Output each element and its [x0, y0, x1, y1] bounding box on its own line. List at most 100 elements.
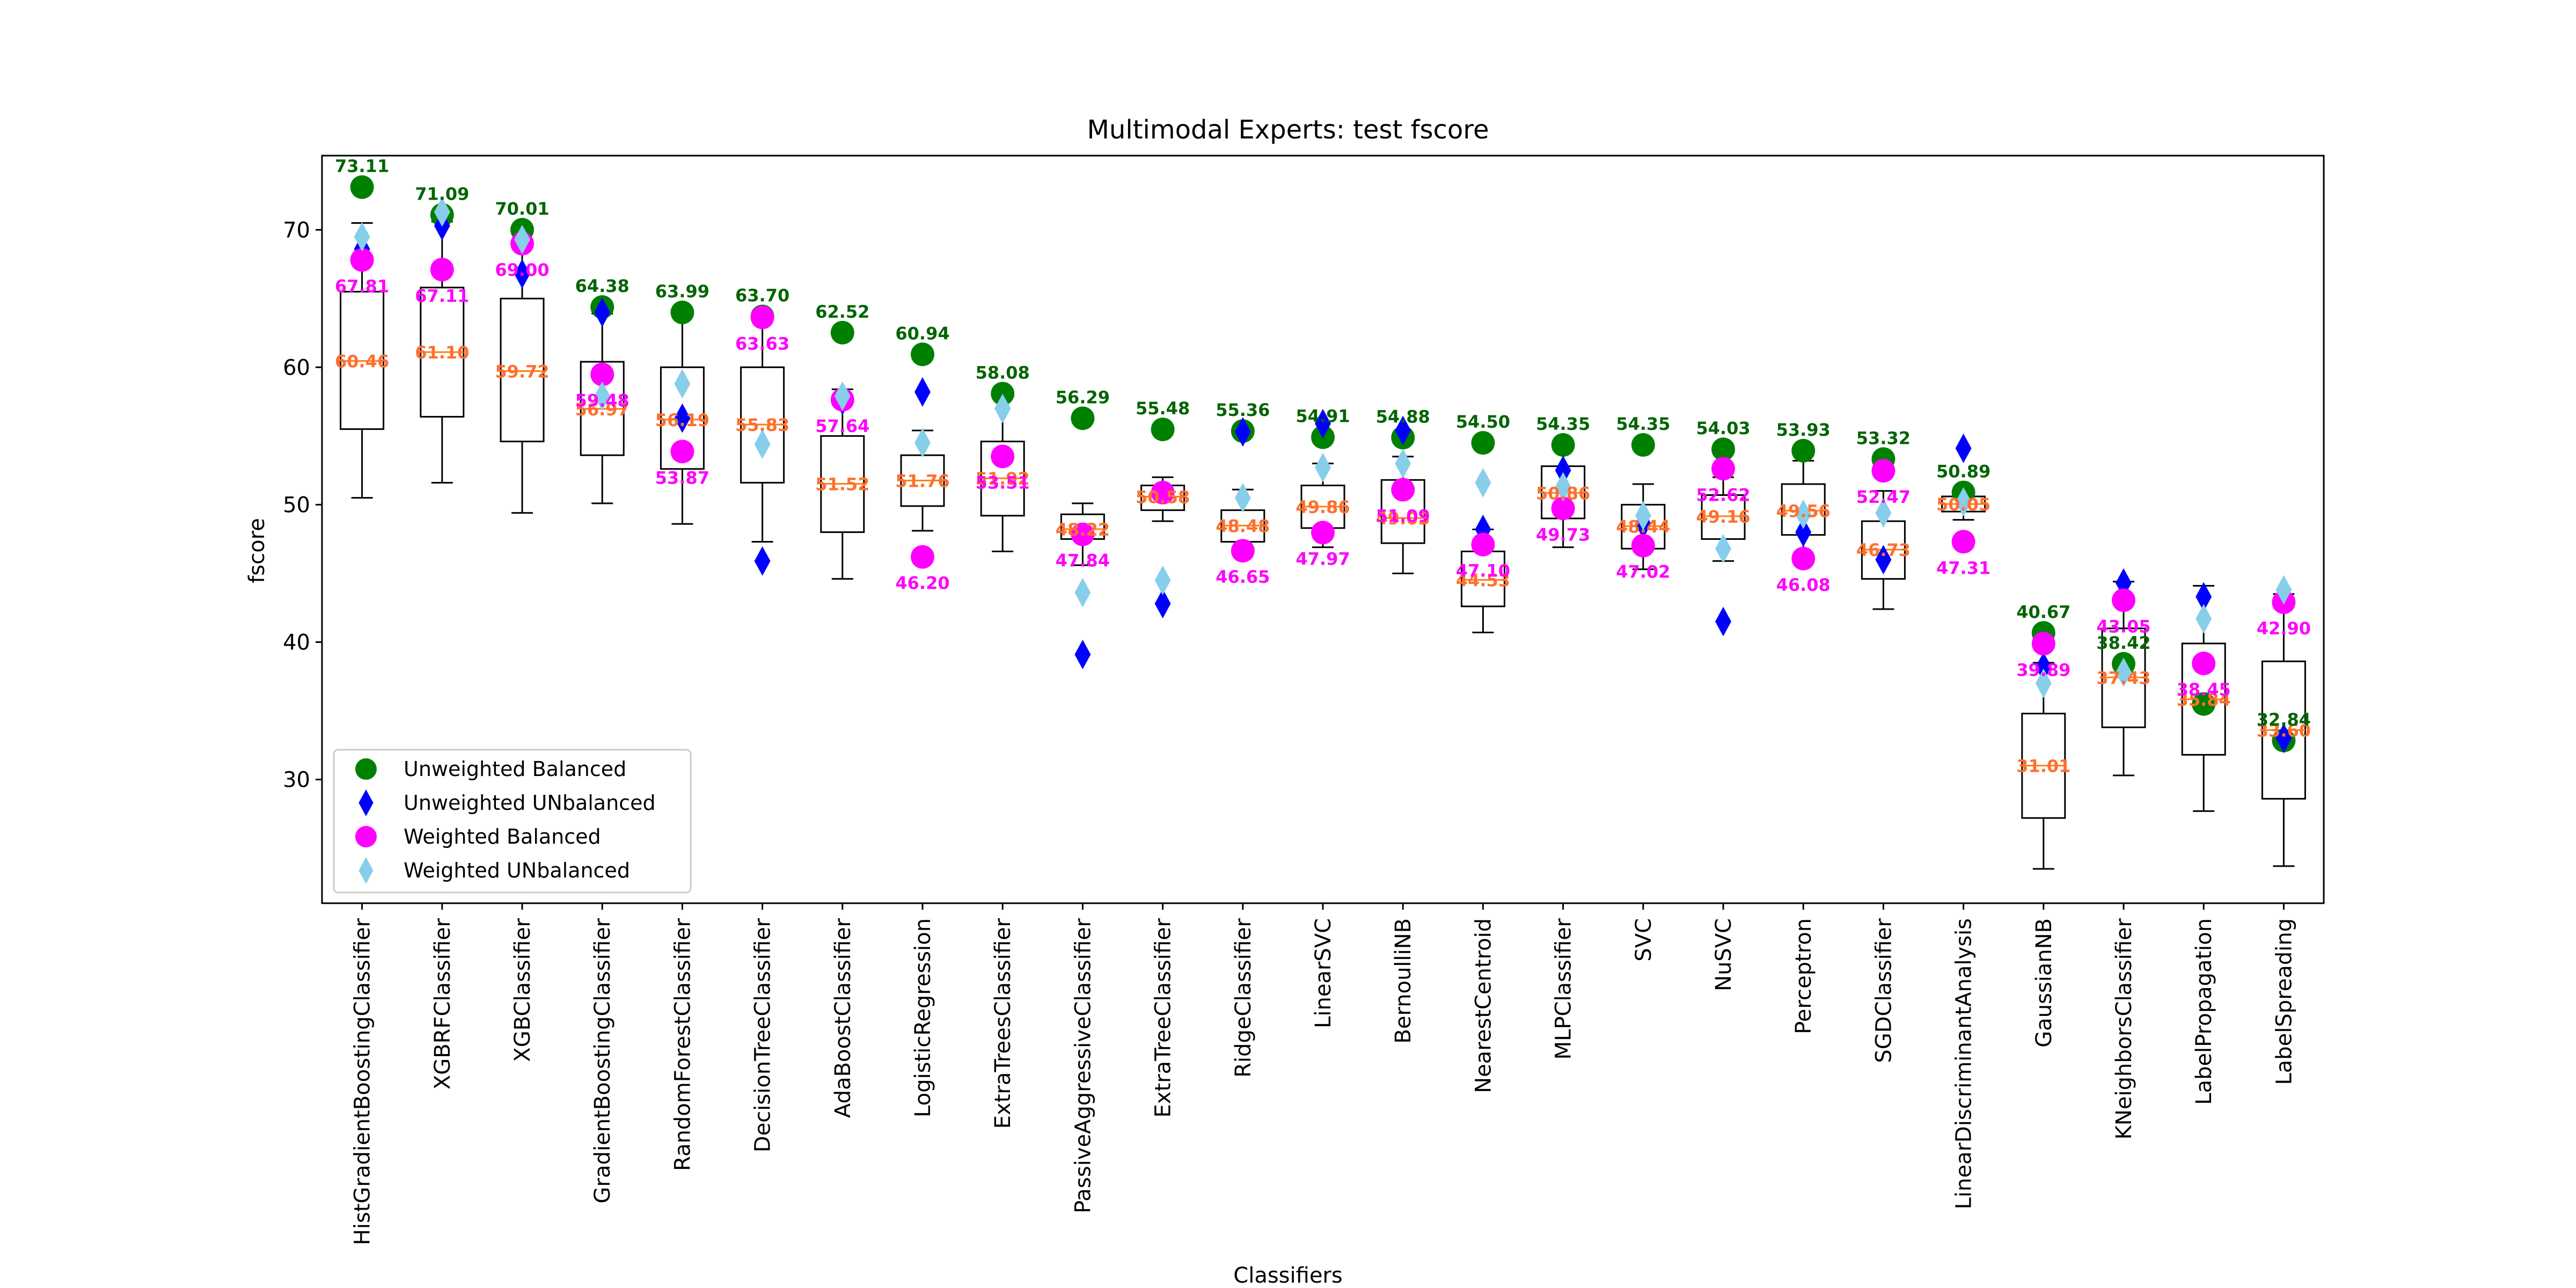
- data-point: [991, 444, 1015, 469]
- value-label: 69.00: [495, 260, 549, 280]
- data-point: [1074, 640, 1091, 670]
- data-point: [1071, 406, 1095, 430]
- value-label: 58.08: [976, 363, 1030, 383]
- value-label: 55.36: [1216, 400, 1270, 420]
- data-point: [1555, 455, 1571, 485]
- value-label: 54.35: [1536, 414, 1590, 434]
- value-label: 71.09: [415, 184, 469, 204]
- data-point: [1551, 496, 1575, 521]
- x-tick-label: SGDClassifier: [1871, 918, 1896, 1063]
- data-point: [2196, 604, 2212, 634]
- chart-title: Multimodal Experts: test fscore: [1087, 115, 1489, 145]
- x-tick-label: MLPClassifier: [1552, 918, 1576, 1059]
- data-point: [354, 222, 370, 252]
- value-label: 53.51: [976, 473, 1030, 493]
- data-point: [1071, 522, 1095, 546]
- median-label: 51.76: [895, 471, 949, 491]
- data-point: [1635, 501, 1651, 531]
- y-axis-label: fscore: [245, 518, 269, 583]
- legend-box: [333, 749, 692, 894]
- value-label: 64.38: [575, 276, 630, 296]
- x-tick-label: NuSVC: [1711, 918, 1736, 991]
- median-label: 35.84: [2177, 690, 2231, 710]
- data-point: [1555, 472, 1571, 502]
- data-point: [1711, 437, 1735, 462]
- legend: Unweighted Balanced Unweighted UNbalanced…: [333, 749, 692, 894]
- value-label: 63.99: [655, 281, 709, 302]
- value-label: 46.08: [1776, 575, 1831, 595]
- median-label: 48.48: [1216, 516, 1270, 536]
- median-label: 60.46: [335, 352, 389, 372]
- x-tick-label: XGBClassifier: [510, 918, 535, 1062]
- legend-marker: [355, 758, 377, 780]
- x-tick-label: AdaBoostClassifier: [831, 918, 855, 1118]
- data-point: [2275, 723, 2292, 753]
- value-label: 39.89: [2016, 660, 2070, 680]
- data-point: [594, 381, 611, 411]
- data-point: [754, 429, 771, 459]
- x-tick-label: DecisionTreeClassifier: [751, 918, 775, 1152]
- value-label: 55.48: [1136, 398, 1190, 419]
- data-point: [430, 258, 454, 282]
- data-point: [1955, 433, 1972, 463]
- value-label: 59.48: [575, 391, 630, 411]
- data-point: [911, 342, 934, 367]
- data-point: [1154, 565, 1171, 595]
- legend-label: Unweighted UNbalanced: [404, 791, 656, 815]
- labels-layer: 60.46 61.10 59.72 56.97 56.19 55.83 51.52 51.76…: [335, 156, 2311, 777]
- median-label: 46.73: [1856, 540, 1911, 560]
- median-label: 49.86: [1296, 497, 1350, 517]
- x-axis-label: Classifiers: [1233, 1263, 1342, 1288]
- legend-label: Weighted UNbalanced: [404, 859, 630, 882]
- value-label: 42.90: [2257, 618, 2311, 639]
- y-tick-label: 50: [283, 493, 310, 517]
- value-label: 38.42: [2096, 633, 2150, 653]
- median-label: 48.22: [1056, 519, 1110, 540]
- x-tick-label: LogisticRegression: [911, 918, 935, 1117]
- data-point: [2116, 657, 2132, 687]
- data-point: [434, 197, 450, 227]
- data-point: [911, 545, 934, 569]
- data-point: [670, 440, 694, 464]
- data-point: [1951, 530, 1975, 554]
- legend-marker: [358, 857, 374, 884]
- data-point: [670, 301, 694, 325]
- value-label: 53.93: [1776, 420, 1831, 440]
- median-label: 61.10: [415, 342, 469, 363]
- value-label: 46.20: [895, 573, 949, 594]
- data-point: [914, 428, 931, 458]
- median-label: 59.72: [495, 362, 549, 382]
- x-tick-label: GradientBoostingClassifier: [590, 918, 615, 1203]
- data-point: [1791, 546, 1816, 570]
- data-point: [1791, 438, 1816, 463]
- data-point: [1475, 467, 1491, 497]
- points-layer: [350, 175, 2296, 753]
- data-point: [994, 393, 1011, 423]
- value-label: 47.84: [1056, 551, 1110, 571]
- y-tick-label: 40: [283, 630, 310, 655]
- legend-marker: [355, 826, 377, 847]
- median-label: 50.86: [1536, 483, 1590, 503]
- series-2: [350, 231, 2296, 676]
- value-label: 62.52: [815, 302, 869, 322]
- value-label: 50.89: [1936, 462, 1990, 482]
- data-point: [1795, 517, 1812, 547]
- value-label: 51.09: [1376, 506, 1430, 526]
- value-label: 54.91: [1296, 406, 1350, 427]
- y-tick-label: 60: [283, 355, 310, 380]
- x-tick-label: LabelPropagation: [2192, 918, 2216, 1105]
- data-point: [754, 546, 771, 576]
- median-label: 51.92: [976, 469, 1030, 489]
- x-tick-label: Perceptron: [1791, 918, 1816, 1034]
- data-point: [1551, 433, 1575, 457]
- data-point: [834, 381, 851, 411]
- data-point: [2031, 632, 2055, 656]
- x-tick-label: RandomForestClassifier: [670, 918, 695, 1171]
- value-label: 54.03: [1696, 418, 1750, 438]
- median-label: 49.03: [1376, 508, 1430, 529]
- value-label: 70.01: [495, 199, 549, 219]
- data-point: [1631, 433, 1655, 457]
- data-point: [674, 369, 691, 399]
- x-tick-label: BernoulliNB: [1391, 918, 1416, 1044]
